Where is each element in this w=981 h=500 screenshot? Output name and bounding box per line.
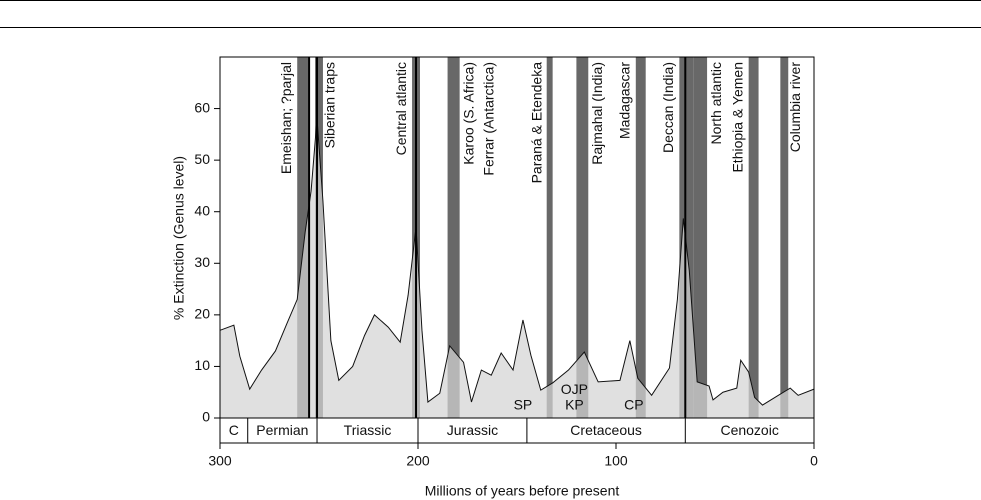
event-label: Rajmahal (India) (589, 62, 605, 165)
event-label: Madagascar (617, 62, 633, 139)
x-tick-label: 100 (604, 453, 628, 469)
x-tick-label: 300 (208, 453, 232, 469)
event-label: Paraná & Etendeka (528, 62, 544, 184)
period-label: Jurassic (447, 422, 498, 438)
annotation: SP (514, 396, 533, 412)
area-line (219, 118, 815, 406)
event-label: North atlantic (708, 62, 724, 144)
x-tick-label: 200 (406, 453, 430, 469)
period-label: C (229, 422, 239, 438)
x-axis-label: Millions of years before present (425, 483, 620, 499)
period-label: Permian (256, 422, 308, 438)
y-tick-label: 60 (194, 99, 210, 115)
event-bar (546, 57, 553, 418)
annotation: CP (624, 396, 643, 412)
y-tick-label: 20 (194, 306, 210, 322)
event-label: Ferrar (Antarctica) (480, 62, 496, 176)
event-label: Deccan (India) (660, 62, 676, 153)
y-tick-label: 0 (202, 409, 210, 425)
event-label: Emeishan; ?parjal (278, 62, 294, 174)
event-label: Columbia river (787, 62, 803, 153)
y-tick-label: 40 (194, 202, 210, 218)
y-tick-label: 30 (194, 254, 210, 270)
event-bar (780, 57, 789, 418)
annotation: OJP (561, 381, 588, 397)
event-bar (748, 57, 759, 418)
y-axis-label: % Extinction (Genus level) (171, 156, 187, 320)
annotation: KP (565, 396, 584, 412)
area-fill (220, 118, 814, 418)
period-label: Cenozoic (720, 422, 778, 438)
event-bar (693, 57, 708, 418)
event-label: Siberian traps (322, 62, 338, 148)
event-bar (297, 57, 310, 418)
event-label: Central atlantic (393, 62, 409, 155)
event-label: Ethiopia & Yemen (729, 62, 745, 173)
period-label: Triassic (344, 422, 392, 438)
event-bar (576, 57, 589, 418)
event-bar (635, 57, 646, 418)
y-tick-label: 10 (194, 357, 210, 373)
event-label: Karoo (S. Africa) (460, 62, 476, 165)
event-bar (447, 57, 460, 418)
plot-frame (219, 56, 815, 444)
x-tick-label: 0 (810, 453, 818, 469)
y-tick-label: 50 (194, 151, 210, 167)
period-label: Cretaceous (570, 422, 642, 438)
